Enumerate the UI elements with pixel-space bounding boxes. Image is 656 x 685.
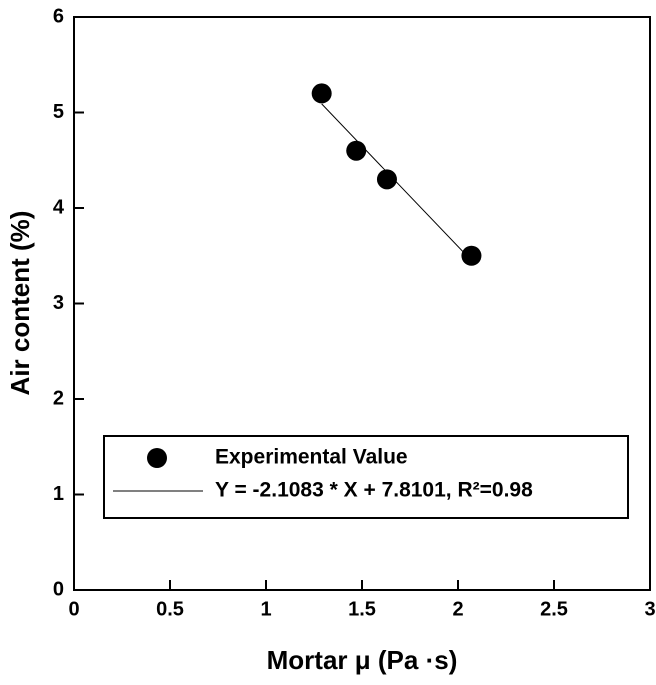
legend-box [103, 435, 629, 519]
data-point [311, 83, 332, 104]
y-tick-label: 6 [53, 5, 64, 27]
y-tick-label: 0 [53, 578, 64, 600]
x-tick-label: 1.5 [348, 598, 376, 620]
x-tick-label: 0.5 [156, 598, 184, 620]
x-tick-label: 1 [260, 598, 271, 620]
legend-label: Experimental Value [215, 446, 408, 469]
data-point [461, 245, 482, 266]
legend-marker [147, 448, 167, 468]
x-tick-label: 0 [68, 598, 79, 620]
y-tick-label: 3 [53, 292, 64, 314]
y-tick-label: 1 [53, 483, 64, 505]
x-tick-label: 2.5 [540, 598, 568, 620]
y-tick-label: 4 [53, 196, 65, 218]
legend-label: Y = -2.1083 * X + 7.8101, R²=0.98 [215, 479, 533, 502]
fit-line [321, 103, 472, 261]
x-axis-title: Mortar μ (Pa ·s) [267, 645, 458, 675]
data-point [376, 169, 397, 190]
y-tick-label: 2 [53, 387, 64, 409]
y-axis-title: Air content (%) [5, 211, 35, 396]
x-tick-label: 2 [452, 598, 463, 620]
data-point [346, 140, 367, 161]
y-tick-label: 5 [53, 101, 64, 123]
x-tick-label: 3 [644, 598, 655, 620]
